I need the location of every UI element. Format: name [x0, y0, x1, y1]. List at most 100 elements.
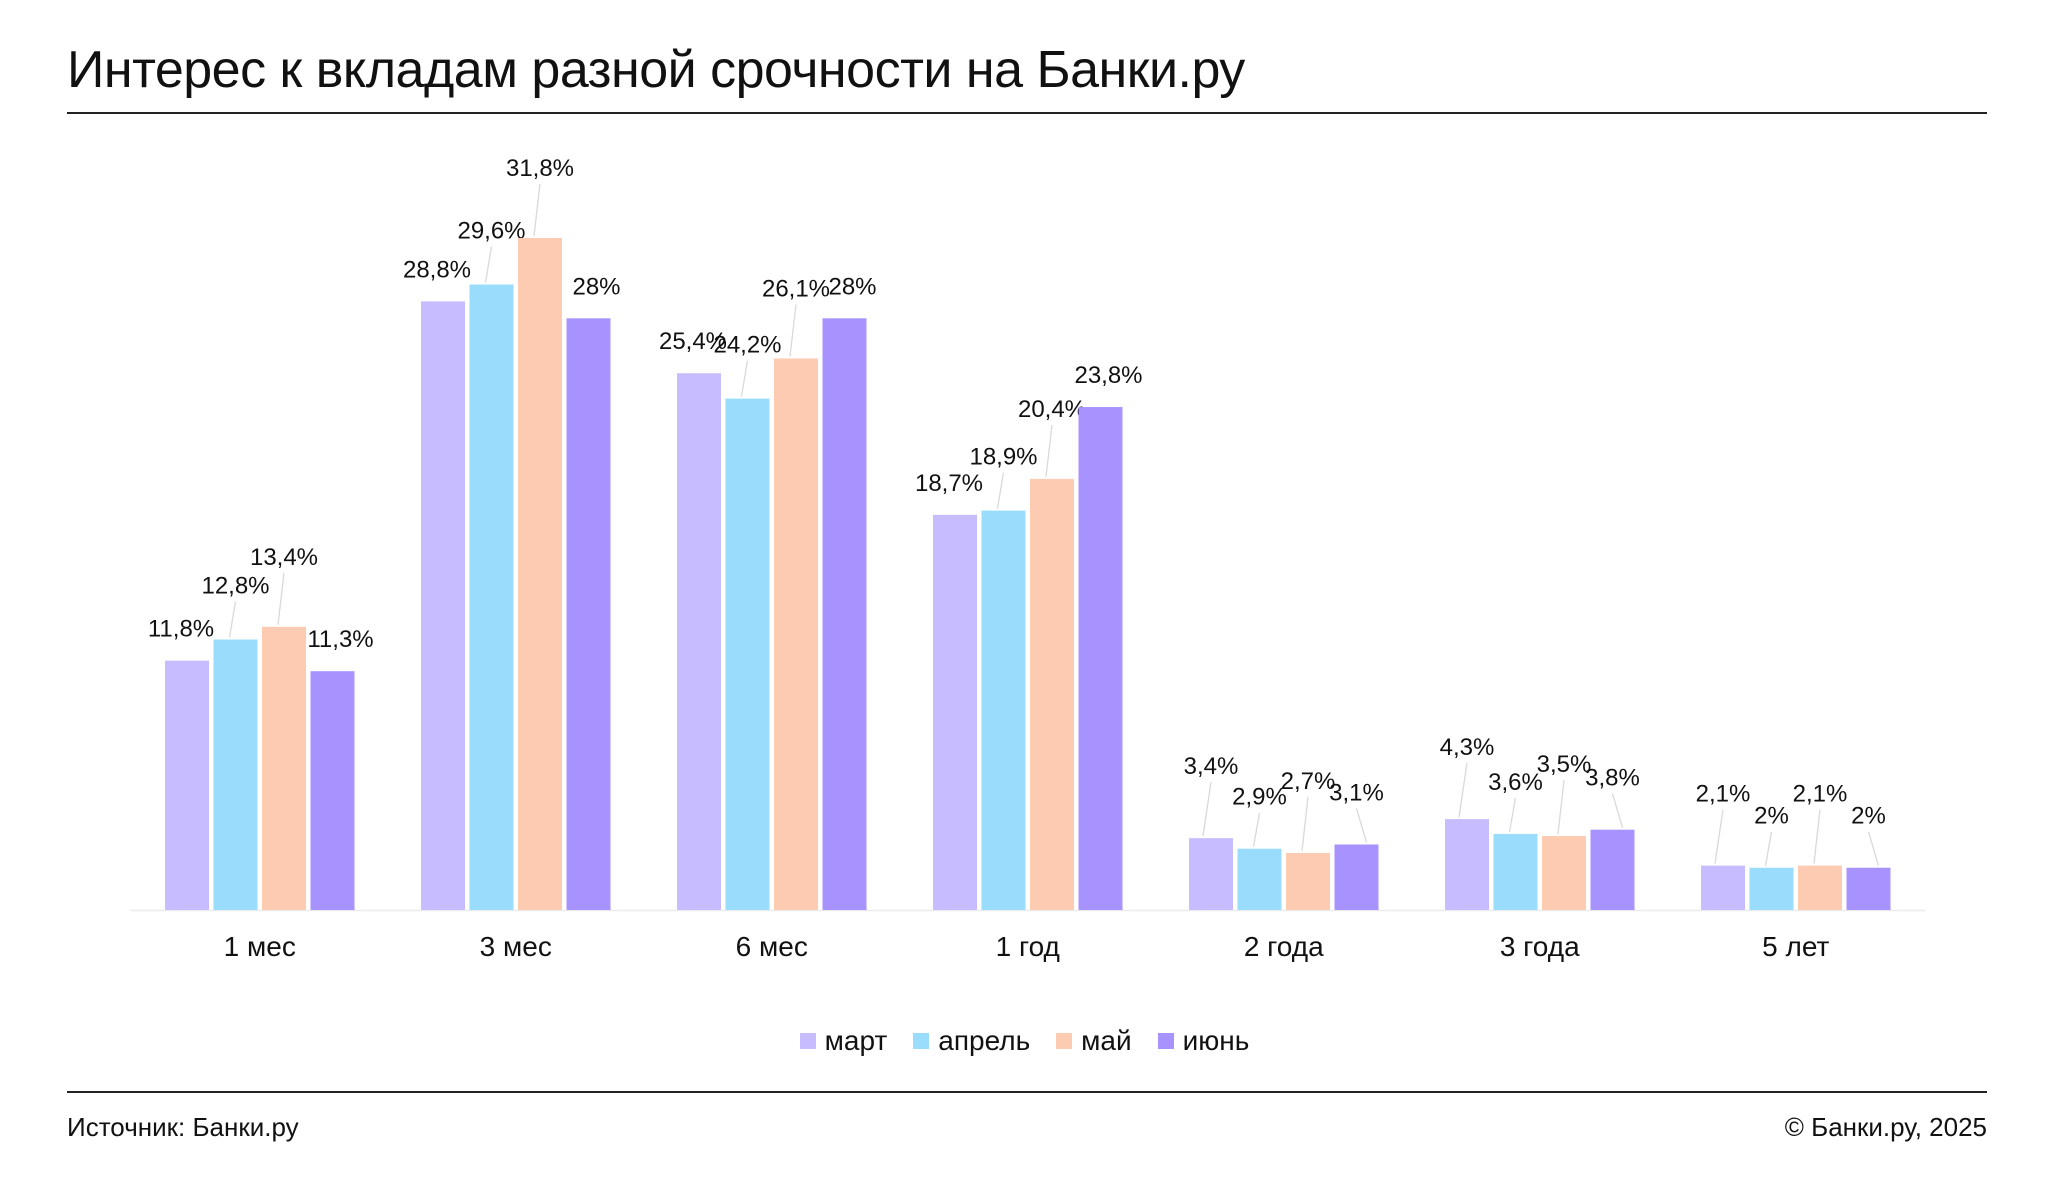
data-label-июнь-3-мес: 28% [572, 273, 620, 300]
x-tick-label-1-мес: 1 мес [224, 931, 296, 962]
bar-chart: 11,8% 12,8%13,4% 11,3% 1 мес 28,8% 29,6% 31,8%… [130, 155, 1925, 962]
leader-line-март-3-года [1458, 763, 1468, 818]
data-label-май-6-мес: 26,1% [762, 275, 830, 302]
legend-label: май [1081, 1025, 1132, 1056]
data-label-апрель-6-мес: 24,2% [713, 332, 781, 359]
leader-line-март-2-года [1202, 782, 1212, 837]
bar-июнь-3-года [1590, 829, 1635, 910]
legend-swatch [913, 1033, 930, 1049]
bar-март-3-года [1445, 819, 1489, 910]
x-tick-label-2-года: 2 года [1244, 931, 1324, 962]
data-label-май-3-года: 3,5% [1537, 751, 1592, 778]
leader-line-май-2-года [1301, 796, 1309, 852]
bar-март-5-лет [1701, 865, 1745, 910]
data-label-июнь-2-года: 3,1% [1329, 779, 1384, 806]
data-label-июнь-1-год: 23,8% [1074, 362, 1142, 389]
data-label-март-3-года: 4,3% [1440, 734, 1495, 761]
data-label-май-1-мес: 13,4% [250, 544, 318, 571]
legend-item-май: май [1056, 1025, 1132, 1057]
bar-июнь-6-мес [822, 318, 867, 910]
leader-line-март-5-лет [1714, 809, 1724, 864]
bar-апрель-6-мес [725, 398, 770, 910]
chart-legend: март апрель май июнь [0, 1025, 2049, 1057]
data-label-июнь-1-мес: 11,3% [307, 626, 373, 653]
legend-swatch [1157, 1033, 1174, 1049]
leader-line-май-5-лет [1813, 809, 1821, 864]
data-label-март-5-лет: 2,1% [1696, 781, 1751, 808]
bar-май-5-лет [1798, 865, 1842, 910]
data-label-июнь-6-мес: 28% [828, 273, 876, 300]
data-label-июнь-3-года: 3,8% [1585, 765, 1640, 792]
data-label-апрель-5-лет: 2% [1754, 803, 1789, 830]
bar-май-1-мес [262, 626, 306, 910]
x-tick-label-1-год: 1 год [996, 931, 1060, 962]
legend-label: март [824, 1025, 888, 1056]
x-tick-label-6-мес: 6 мес [736, 931, 808, 962]
leader-line-апрель-6-мес [740, 360, 749, 397]
x-tick-label-3-года: 3 года [1500, 931, 1580, 962]
data-label-март-2-года: 3,4% [1184, 753, 1239, 780]
data-label-апрель-1-мес: 12,8% [201, 573, 269, 600]
bar-апрель-2-года [1237, 848, 1282, 910]
bar-июнь-1-год [1078, 407, 1123, 910]
legend-item-апрель: апрель [913, 1025, 1030, 1057]
legend-label: апрель [938, 1025, 1031, 1056]
leader-line-июнь-5-лет [1867, 831, 1880, 866]
leader-line-апрель-3-мес [484, 246, 493, 283]
bar-апрель-5-лет [1749, 867, 1794, 910]
data-label-апрель-3-года: 3,6% [1488, 769, 1543, 796]
bar-март-1-мес [165, 660, 209, 910]
leader-line-апрель-2-года [1252, 812, 1261, 847]
data-label-апрель-1-год: 18,9% [969, 444, 1037, 471]
bar-апрель-1-год [981, 510, 1026, 910]
footer-divider [67, 1091, 1987, 1093]
bar-март-6-мес [677, 373, 721, 910]
leader-line-май-6-мес [789, 304, 797, 357]
bar-март-1-год [933, 514, 977, 910]
data-label-июнь-5-лет: 2% [1851, 803, 1886, 830]
data-label-май-3-мес: 31,8% [506, 155, 574, 182]
x-tick-label-5-лет: 5 лет [1762, 931, 1829, 962]
leader-line-апрель-3-года [1508, 797, 1517, 833]
leader-line-май-1-мес [277, 572, 285, 625]
data-label-май-5-лет: 2,1% [1793, 781, 1848, 808]
source-note: Источник: Банки.ру [67, 1112, 299, 1142]
leader-line-май-1-год [1045, 424, 1053, 477]
bar-май-1-год [1030, 478, 1074, 910]
data-label-март-1-мес: 11,8% [148, 616, 214, 643]
data-label-апрель-3-мес: 29,6% [457, 217, 525, 244]
data-label-март-6-мес: 25,4% [659, 328, 727, 355]
bar-июнь-5-лет [1846, 867, 1891, 910]
leader-line-май-3-года [1557, 779, 1565, 835]
data-label-март-1-год: 18,7% [915, 470, 983, 497]
bar-март-2-года [1189, 838, 1233, 910]
bar-апрель-1-мес [213, 639, 258, 910]
legend-item-март: март [799, 1025, 888, 1057]
legend-swatch [799, 1033, 816, 1049]
x-tick-label-3-мес: 3 мес [480, 931, 552, 962]
copyright-note: © Банки.ру, 2025 [1784, 1112, 1987, 1142]
bar-апрель-3-года [1493, 833, 1538, 910]
leader-line-апрель-1-мес [228, 601, 237, 638]
leader-line-май-3-мес [533, 183, 541, 237]
bar-июнь-2-года [1334, 844, 1379, 910]
title-divider [67, 112, 1987, 114]
data-label-март-3-мес: 28,8% [403, 256, 471, 283]
bar-апрель-3-мес [469, 284, 514, 910]
data-label-апрель-2-года: 2,9% [1232, 784, 1287, 811]
leader-line-апрель-1-год [996, 472, 1005, 509]
leader-line-апрель-5-лет [1764, 831, 1773, 866]
bar-май-6-мес [774, 358, 818, 910]
bar-март-3-мес [421, 301, 465, 910]
page-title: Интерес к вкладам разной срочности на Ба… [67, 41, 1245, 99]
legend-item-июнь: июнь [1157, 1025, 1250, 1057]
bar-май-3-года [1542, 836, 1586, 910]
data-label-май-1-год: 20,4% [1018, 396, 1086, 423]
bar-май-3-мес [518, 238, 562, 910]
bar-июнь-1-мес [310, 671, 355, 910]
bar-май-2-года [1286, 852, 1330, 910]
leader-line-июнь-3-года [1611, 793, 1624, 828]
legend-label: июнь [1182, 1025, 1250, 1056]
bar-июнь-3-мес [566, 318, 611, 910]
legend-swatch [1056, 1033, 1073, 1049]
